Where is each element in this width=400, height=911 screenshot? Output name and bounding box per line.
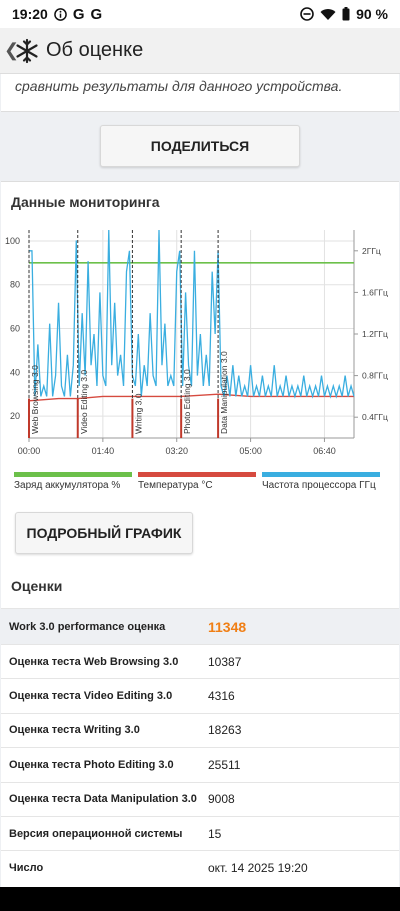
score-value: 25511 bbox=[208, 757, 241, 772]
score-label: Число bbox=[9, 862, 44, 875]
y-right-tick-label: 0.4ГГц bbox=[362, 412, 388, 422]
score-label: Оценка теста Video Editing 3.0 bbox=[9, 690, 173, 703]
battery-icon bbox=[342, 7, 350, 21]
legend-label-battery: Заряд аккумулятора % bbox=[14, 480, 121, 491]
status-bar: 19:20 G G 90 % bbox=[0, 0, 400, 28]
scores-title: Оценки bbox=[11, 578, 63, 594]
score-row: Число окт. 14 2025 19:20 bbox=[1, 850, 399, 884]
score-row: Оценка теста Video Editing 3.0 4316 bbox=[1, 678, 399, 712]
y-left-tick-label: 20 bbox=[10, 411, 20, 421]
y-left-tick-label: 40 bbox=[10, 367, 20, 377]
share-button[interactable]: ПОДЕЛИТЬСЯ bbox=[100, 125, 300, 167]
score-row: Work 3.0 performance оценка 11348 bbox=[1, 608, 399, 644]
back-chevron-icon[interactable]: ❮ bbox=[4, 40, 20, 60]
score-row: Оценка теста Writing 3.0 18263 bbox=[1, 712, 399, 747]
x-tick-label: 05:00 bbox=[239, 446, 262, 456]
monitoring-card: Данные мониторинга 100 80 60 40 20 2ГГц 1.6ГГц… bbox=[1, 181, 399, 887]
snowflake-logo-icon[interactable] bbox=[14, 38, 40, 64]
battery-percent: 90 % bbox=[356, 6, 388, 22]
content-area: сравнить результаты для данного устройст… bbox=[0, 74, 400, 887]
test-marker-label: Photo Editing 3.0 bbox=[182, 369, 192, 434]
score-value: 9008 bbox=[208, 792, 235, 807]
score-row: Версия операционной системы 15 bbox=[1, 815, 399, 850]
detailed-chart-button[interactable]: ПОДРОБНЫЙ ГРАФИК bbox=[15, 512, 193, 554]
score-row: Оценка теста Photo Editing 3.0 25511 bbox=[1, 747, 399, 781]
wifi-icon bbox=[320, 8, 336, 20]
app-bar: ❮ Об оценке bbox=[0, 28, 400, 74]
test-marker-label: Web Browsing 3.0 bbox=[30, 365, 40, 434]
x-tick-label: 01:40 bbox=[92, 446, 115, 456]
legend-swatch-cpu-frequency bbox=[262, 472, 380, 477]
do-not-disturb-icon bbox=[300, 7, 314, 21]
score-label: Версия операционной системы bbox=[9, 827, 183, 840]
x-tick-label: 00:00 bbox=[18, 446, 41, 456]
status-time: 19:20 bbox=[12, 6, 48, 22]
legend-item-battery: Заряд аккумулятора % bbox=[14, 472, 132, 491]
navigation-bar bbox=[0, 887, 400, 911]
series-temperature-line bbox=[28, 393, 354, 402]
test-marker-label: Writing 3.0 bbox=[133, 393, 143, 434]
legend-label-cpu-frequency: Частота процессора ГГц bbox=[262, 480, 376, 491]
y-left-tick-label: 80 bbox=[10, 280, 20, 290]
score-label: Оценка теста Data Manipulation 3.0 bbox=[9, 793, 197, 806]
google-icon-2: G bbox=[90, 5, 103, 23]
intro-text: сравнить результаты для данного устройст… bbox=[15, 78, 343, 94]
score-value: 4316 bbox=[208, 689, 235, 704]
score-value: 18263 bbox=[208, 723, 242, 738]
score-value: 11348 bbox=[208, 618, 247, 635]
test-marker-label: Data Manipulation 3.0 bbox=[219, 351, 229, 434]
y-right-tick-label: 1.6ГГц bbox=[362, 287, 388, 297]
x-tick-label: 03:20 bbox=[165, 446, 188, 456]
legend-label-temperature: Температура °C bbox=[138, 480, 213, 491]
score-value: окт. 14 2025 19:20 bbox=[208, 861, 308, 876]
y-left-tick-label: 100 bbox=[5, 236, 20, 246]
score-label: Оценка теста Photo Editing 3.0 bbox=[9, 758, 174, 771]
score-row: Оценка теста Web Browsing 3.0 10387 bbox=[1, 644, 399, 678]
legend-swatch-battery bbox=[14, 472, 132, 477]
score-value: 15 bbox=[208, 826, 222, 841]
monitoring-title: Данные мониторинга bbox=[11, 194, 160, 210]
score-value: 10387 bbox=[208, 654, 242, 669]
page-title: Об оценке bbox=[46, 39, 144, 61]
monitoring-chart[interactable]: 100 80 60 40 20 2ГГц 1.6ГГц 1.2ГГц 0.8ГГц 0.4ГГц 0… bbox=[1, 222, 399, 472]
scores-table: Work 3.0 performance оценка 11348 Оценка т… bbox=[1, 608, 399, 885]
score-row: Оценка теста Data Manipulation 3.0 9008 bbox=[1, 781, 399, 816]
y-left-tick-label: 60 bbox=[10, 324, 20, 334]
score-label: Work 3.0 performance оценка bbox=[9, 620, 166, 633]
google-icon: G bbox=[72, 5, 85, 23]
legend-item-cpu-frequency: Частота процессора ГГц bbox=[262, 472, 380, 491]
y-right-tick-label: 1.2ГГц bbox=[362, 329, 388, 339]
y-right-tick-label: 2ГГц bbox=[362, 246, 381, 256]
test-marker-label: Video Editing 3.0 bbox=[79, 370, 89, 434]
legend-swatch-temperature bbox=[138, 472, 256, 477]
legend-item-temperature: Температура °C bbox=[138, 472, 256, 491]
chart-legend: Заряд аккумулятора % Температура °C Част… bbox=[1, 472, 399, 496]
score-label: Оценка теста Web Browsing 3.0 bbox=[9, 655, 179, 668]
x-tick-label: 06:40 bbox=[313, 446, 336, 456]
info-icon bbox=[53, 7, 67, 21]
score-label: Оценка теста Writing 3.0 bbox=[9, 724, 140, 737]
series-cpu-frequency-line bbox=[29, 229, 355, 399]
y-right-tick-label: 0.8ГГц bbox=[362, 371, 388, 381]
intro-card: сравнить результаты для данного устройст… bbox=[1, 74, 399, 112]
